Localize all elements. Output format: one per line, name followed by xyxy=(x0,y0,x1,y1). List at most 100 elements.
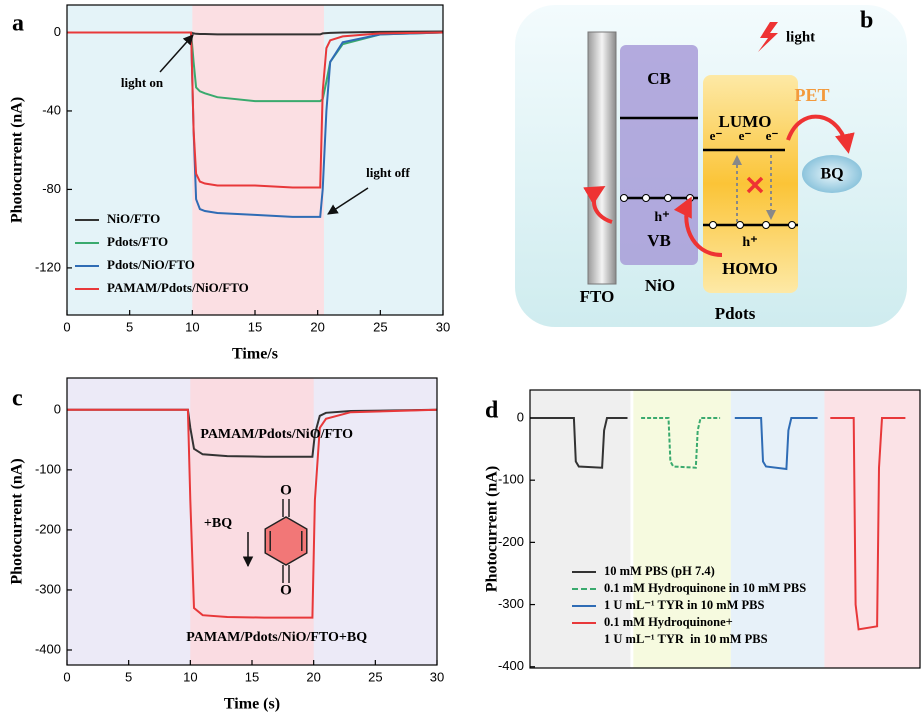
y-tick-label: -100 xyxy=(498,472,524,487)
series-line xyxy=(67,408,438,619)
legend-label: 10 mM PBS (pH 7.4) xyxy=(604,564,715,578)
y-tick-label: -400 xyxy=(498,658,524,673)
y-tick-label: -200 xyxy=(35,521,61,536)
hole-transfer-arrow xyxy=(673,196,723,257)
electron-label: e⁻ xyxy=(739,128,752,143)
x-tick-label: 25 xyxy=(373,319,387,334)
electron-label: e⁻ xyxy=(766,128,779,143)
x-tick-label: 20 xyxy=(306,669,320,684)
y-tick-label: 0 xyxy=(54,401,61,416)
panel-label: d xyxy=(485,398,499,424)
annotation-arrow xyxy=(327,187,369,215)
plot-frame xyxy=(66,377,438,666)
legend-entry: 1 U mL⁻¹ TYR in 10 mM PBS xyxy=(572,597,806,614)
series-line xyxy=(641,417,721,469)
holes-pdots xyxy=(709,221,796,229)
x-tick-label: 10 xyxy=(183,669,197,684)
bq-molecule xyxy=(264,516,308,566)
shaded-region xyxy=(730,390,825,668)
x-tick-label: 0 xyxy=(63,319,70,334)
panel-label: b xyxy=(860,8,873,34)
x-tick-label: 15 xyxy=(248,319,262,334)
x-tick-label: 15 xyxy=(245,669,259,684)
y-tick-label: -40 xyxy=(42,102,61,117)
shaded-region xyxy=(192,5,324,315)
y-axis-label: Photocurrent (nA) xyxy=(9,97,26,223)
homo-label: HOMO xyxy=(722,259,778,278)
x-axis-label: Time/s xyxy=(232,346,278,363)
annotation: +BQ xyxy=(204,516,232,531)
series-line xyxy=(67,408,438,458)
vb-label: VB xyxy=(647,231,671,250)
series-line xyxy=(734,417,818,471)
legend-entry: 10 mM PBS (pH 7.4) xyxy=(572,563,806,580)
x-tick-label: 25 xyxy=(368,669,382,684)
legend-label: Pdots/FTO xyxy=(107,234,168,249)
carbonyl-bond xyxy=(282,499,290,583)
x-tick-label: 5 xyxy=(126,319,133,334)
shaded-region xyxy=(633,390,731,668)
series-line xyxy=(530,417,628,469)
hole-transfer-arrow xyxy=(583,185,613,224)
legend-label: 1 U mL⁻¹ TYR in 10 mM PBS xyxy=(604,598,765,612)
series-line xyxy=(830,417,906,631)
lumo-label: LUMO xyxy=(719,112,772,131)
pdots-block xyxy=(703,75,798,293)
x-tick-label: 10 xyxy=(185,319,199,334)
annotation-arrow xyxy=(159,34,194,73)
pet-label: PET xyxy=(794,85,829,105)
y-axis-label: Photocurrent (nA) xyxy=(484,466,501,592)
panel-label: c xyxy=(12,386,23,412)
x-tick-label: 5 xyxy=(125,669,132,684)
electron-label: e⁻ xyxy=(710,128,723,143)
fto-electrode xyxy=(587,31,617,285)
bq-sphere xyxy=(802,155,862,193)
legend: 10 mM PBS (pH 7.4) 0.1 mM Hydroquinone in… xyxy=(572,563,806,648)
series-label: PAMAM/Pdots/NiO/FTO xyxy=(200,427,353,442)
legend-label: NiO/FTO xyxy=(107,211,160,226)
hole-label: h⁺ xyxy=(654,210,669,225)
pet-arrow xyxy=(786,114,855,154)
legend-label: Pdots/NiO/FTO xyxy=(107,257,195,272)
series-line xyxy=(67,31,444,189)
legend-entry: 0.1 mM Hydroquinone+ 1 U mL⁻¹ TYR in 10 … xyxy=(572,614,806,648)
panel-label: a xyxy=(12,11,24,37)
x-tick-label: 20 xyxy=(310,319,324,334)
y-tick-label: -300 xyxy=(498,596,524,611)
nio-label: NiO xyxy=(645,276,675,295)
fto-label: FTO xyxy=(580,287,615,306)
legend-label: 0.1 mM Hydroquinone in 10 mM PBS xyxy=(604,581,807,595)
series-label: PAMAM/Pdots/NiO/FTO+BQ xyxy=(186,630,367,645)
legend-label: PAMAM/Pdots/NiO/FTO xyxy=(107,280,249,295)
plot-frame xyxy=(529,389,921,669)
light-label: light xyxy=(786,29,815,45)
diagram: light CB VB h⁺ NiO FTO LUMO e⁻ e⁻ e⁻ h⁺ … xyxy=(515,5,907,327)
legend-label: 0.1 mM Hydroquinone+ 1 U mL⁻¹ TYR in 10 … xyxy=(604,615,768,646)
x-tick-label: 0 xyxy=(63,669,70,684)
shaded-region xyxy=(824,390,920,668)
y-tick-label: 0 xyxy=(54,24,61,39)
legend-swatch xyxy=(572,571,596,573)
x-tick-label: 30 xyxy=(430,669,444,684)
y-axis-label: Photocurrent (nA) xyxy=(9,458,26,584)
x-axis-label: Time (s) xyxy=(224,696,280,713)
y-tick-label: -200 xyxy=(498,534,524,549)
legend-swatch xyxy=(572,588,596,590)
series-line xyxy=(67,30,444,36)
x-tick-label: 30 xyxy=(436,319,450,334)
plot-frame xyxy=(66,4,444,316)
y-tick-label: -80 xyxy=(42,181,61,196)
bq-label: BQ xyxy=(820,166,843,183)
y-tick-label: -300 xyxy=(35,581,61,596)
y-tick-label: 0 xyxy=(517,409,524,424)
shaded-region xyxy=(530,390,631,668)
atom-label: O xyxy=(280,582,292,598)
legend-swatch xyxy=(572,622,596,624)
pdots-label: Pdots xyxy=(715,304,756,323)
light-icon xyxy=(758,22,778,52)
hole-label: h⁺ xyxy=(742,235,757,250)
blocked-mark xyxy=(746,176,764,194)
annotation: light on xyxy=(121,75,164,90)
